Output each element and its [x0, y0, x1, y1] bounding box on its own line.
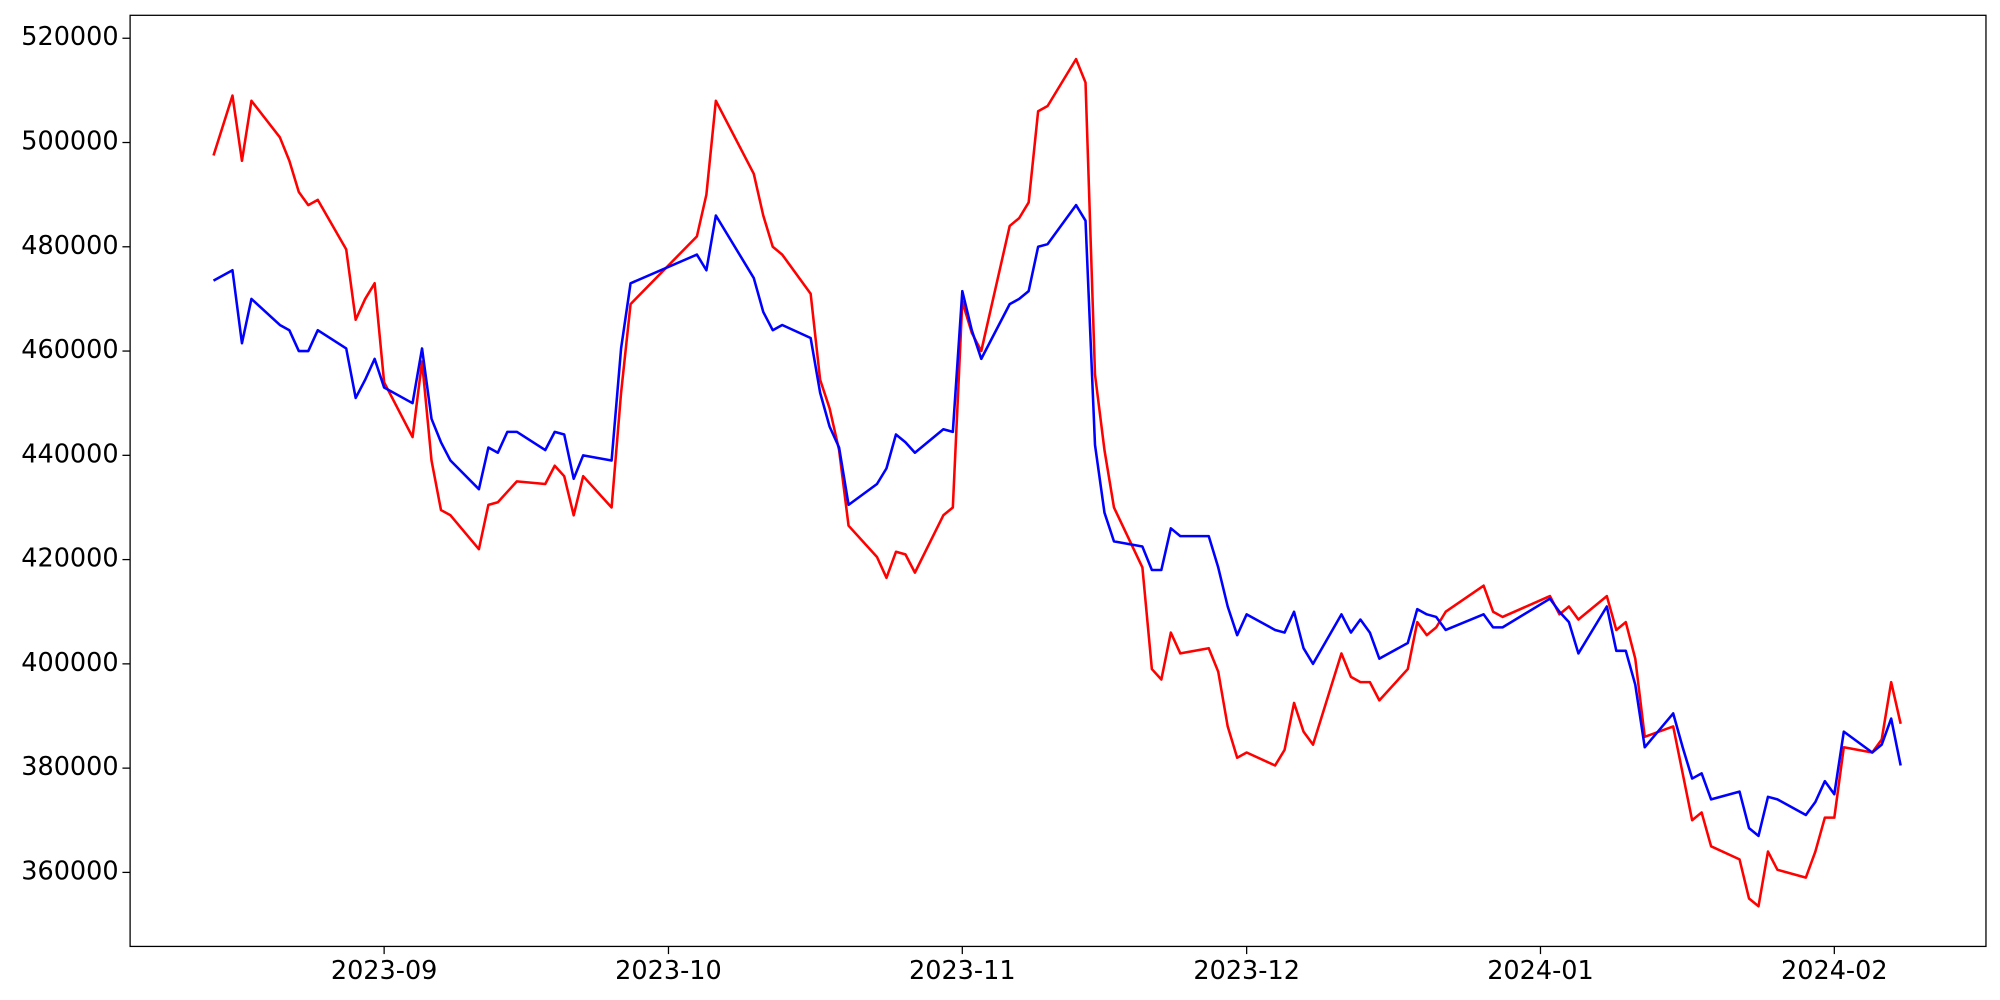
y-tick-label: 480000	[21, 231, 118, 261]
x-tick-label: 2023-11	[909, 956, 1016, 986]
plot-frame	[129, 14, 1987, 948]
x-tick-label: 2023-09	[331, 956, 438, 986]
x-tick-label: 2024-02	[1781, 956, 1888, 986]
x-tick-label: 2023-12	[1193, 956, 1300, 986]
x-tick-label: 2024-01	[1487, 956, 1594, 986]
y-tick-label: 360000	[21, 856, 118, 886]
y-tick-label: 400000	[21, 648, 118, 678]
y-tick-label: 460000	[21, 335, 118, 365]
y-tick-label: 520000	[21, 22, 118, 52]
y-tick-label: 500000	[21, 127, 118, 157]
series-line	[212, 203, 1902, 838]
y-tick-label: 440000	[21, 439, 118, 469]
y-tick-label: 380000	[21, 752, 118, 782]
x-tick-label: 2023-10	[615, 956, 722, 986]
series-line	[212, 57, 1902, 908]
y-tick-label: 420000	[21, 544, 118, 574]
